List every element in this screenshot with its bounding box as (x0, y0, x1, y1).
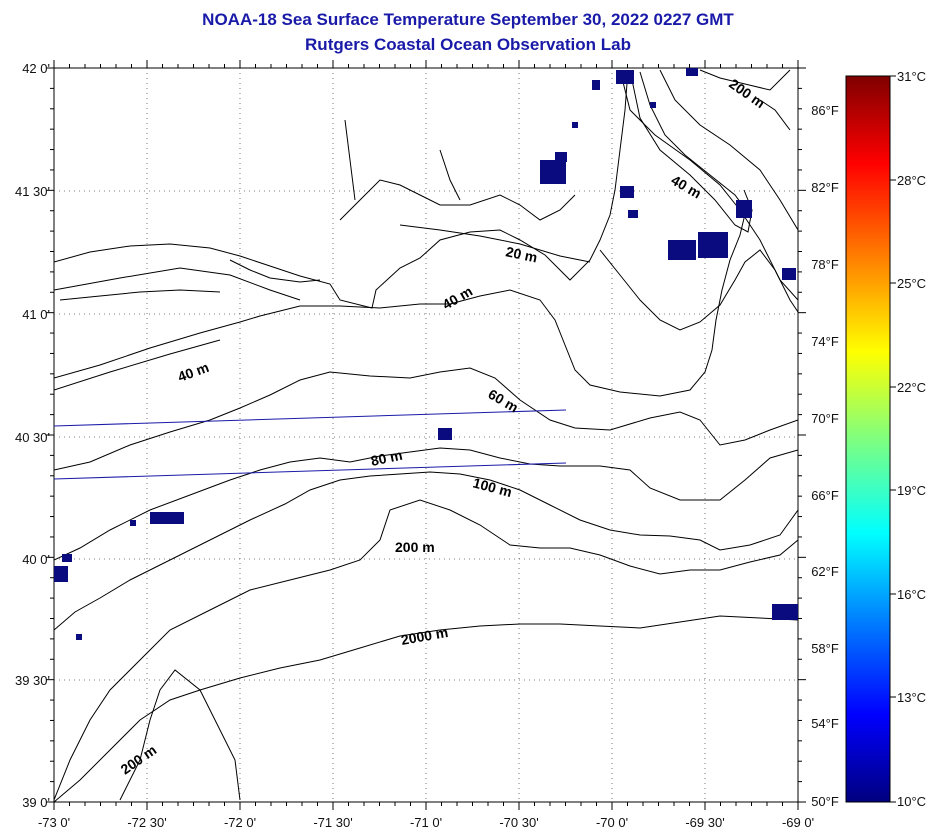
map-title: NOAA-18 Sea Surface Temperature Septembe… (202, 10, 734, 29)
lat-label-41: 41 0' (22, 307, 50, 322)
lon-label-70: -70 0' (596, 815, 628, 830)
lat-label-40: 40 0' (22, 552, 50, 567)
lon-label-72-30: -72 30' (127, 815, 166, 830)
graticule (54, 68, 798, 802)
isobath-2000m (54, 615, 798, 802)
f-label-58: 58°F (811, 641, 839, 656)
c-label-28: 28°C (897, 173, 926, 188)
f-label-50: 50°F (811, 794, 839, 809)
f-label-54: 54°F (811, 716, 839, 731)
colorbar-ticks (890, 75, 896, 803)
latitude-labels: 42 0' 41 30' 41 0' 40 30' 40 0' 39 30' 3… (15, 61, 50, 810)
longitude-labels: -73 0' -72 30' -72 0' -71 30' -71 0' -70… (38, 815, 814, 830)
lon-label-70-30: -70 30' (499, 815, 538, 830)
connecticut-shore (339, 119, 576, 221)
isobath-40m-inner (54, 339, 221, 391)
lon-label-69: -69 0' (782, 815, 814, 830)
lat-label-40-30: 40 30' (15, 430, 50, 445)
lon-label-71-30: -71 30' (313, 815, 352, 830)
c-label-19: 19°C (897, 483, 926, 498)
lat-label-41-30: 41 30' (15, 184, 50, 199)
f-label-62: 62°F (811, 564, 839, 579)
c-label-16: 16°C (897, 587, 926, 602)
lat-label-39-30: 39 30' (15, 673, 50, 688)
f-label-70: 70°F (811, 411, 839, 426)
c-label-13: 13°C (897, 690, 926, 705)
isobath-80m (54, 447, 798, 561)
c-label-25: 25°C (897, 276, 926, 291)
cloud-mask (54, 68, 798, 640)
celsius-labels: 31°C 28°C 25°C 22°C 19°C 16°C 13°C 10°C (897, 69, 926, 809)
isobath-200m (54, 499, 798, 801)
f-label-66: 66°F (811, 488, 839, 503)
isobath-200m-canyon (119, 669, 241, 801)
contour-label-200m-mid: 200 m (395, 539, 435, 555)
c-label-10: 10°C (897, 794, 926, 809)
colorbar (845, 75, 891, 803)
island-shore (59, 259, 321, 301)
lon-label-71: -71 0' (410, 815, 442, 830)
f-label-82: 82°F (811, 180, 839, 195)
f-label-86: 86°F (811, 103, 839, 118)
lat-label-39: 39 0' (22, 795, 50, 810)
isobath-200m-northeast (619, 69, 798, 301)
satellite-track-south (54, 462, 567, 480)
map-subtitle: Rutgers Coastal Ocean Observation Lab (305, 35, 631, 54)
lon-label-72: -72 0' (224, 815, 256, 830)
lon-label-73: -73 0' (38, 815, 70, 830)
lon-label-69-30: -69 30' (685, 815, 724, 830)
isobath-60m (54, 367, 798, 471)
lat-label-42: 42 0' (22, 61, 50, 76)
cape-cod (699, 69, 791, 131)
c-label-22: 22°C (897, 380, 926, 395)
axis-ticks (46, 60, 806, 810)
f-label-78: 78°F (811, 257, 839, 272)
isobath-100m (54, 471, 798, 631)
c-label-31: 31°C (897, 69, 926, 84)
fahrenheit-labels: 86°F 82°F 78°F 74°F 70°F 66°F 62°F 58°F … (811, 103, 839, 809)
f-label-74: 74°F (811, 334, 839, 349)
isobath-20m (54, 224, 591, 301)
contour-label-80m: 80 m (369, 447, 404, 469)
contour-label-20m: 20 m (504, 243, 539, 265)
satellite-track-north (54, 409, 567, 427)
